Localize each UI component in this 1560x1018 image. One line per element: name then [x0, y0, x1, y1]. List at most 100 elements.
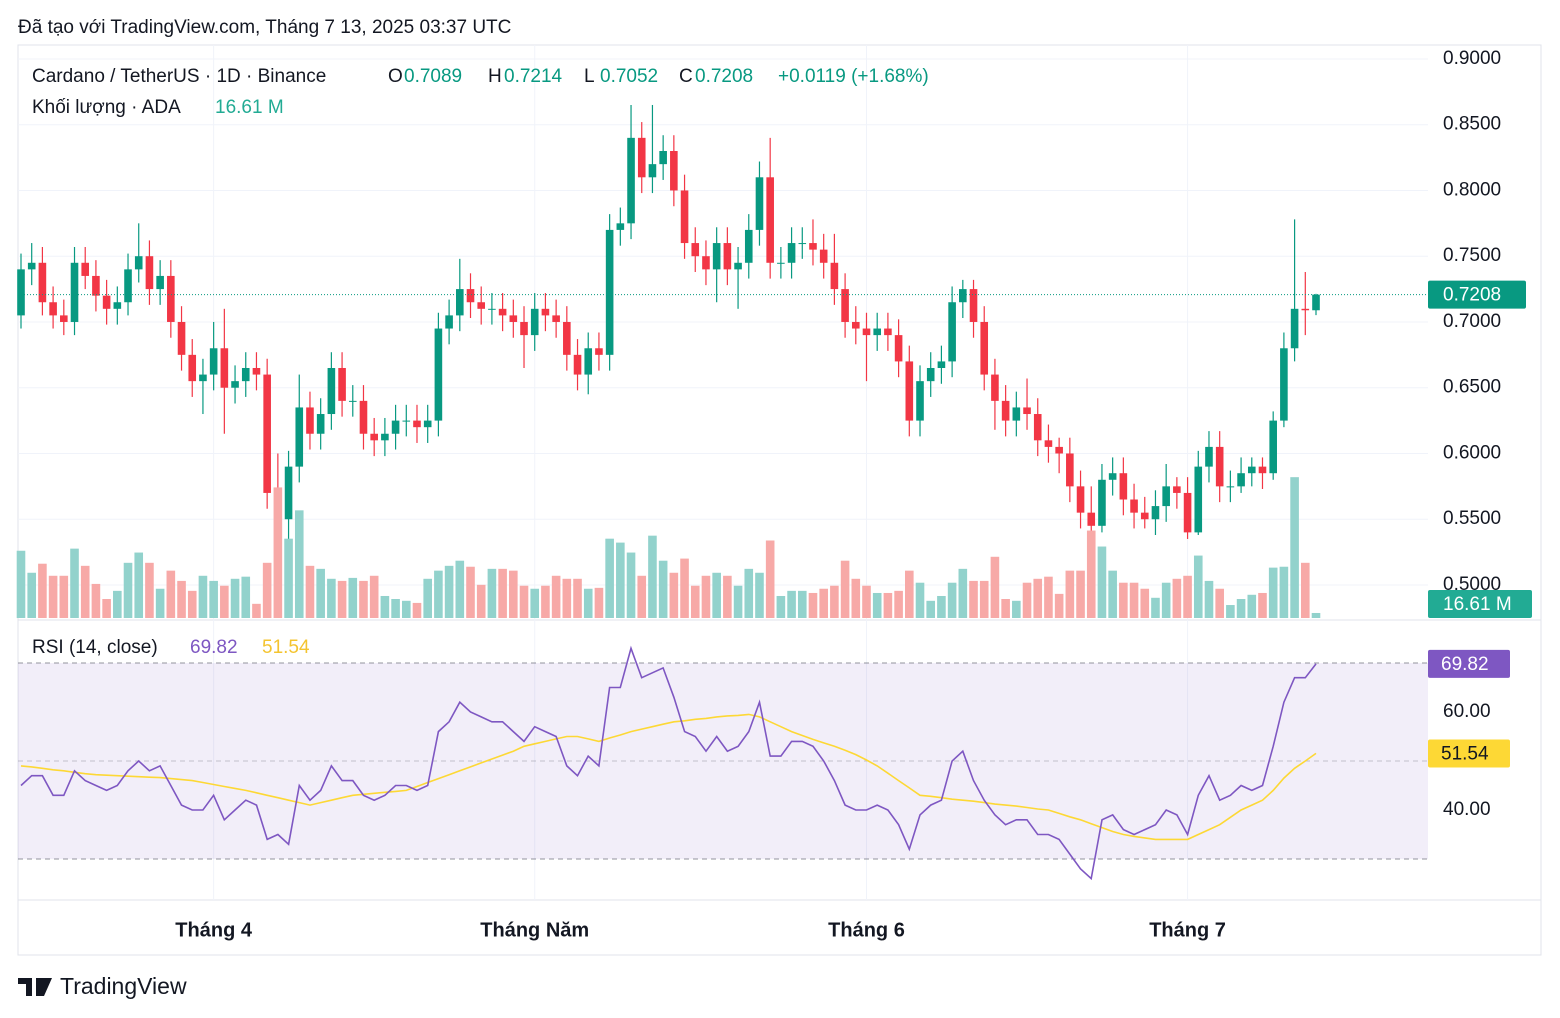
volume-bar: [744, 568, 754, 618]
volume-bar: [145, 562, 154, 618]
volume-bar: [252, 603, 261, 618]
volume-title: Khối lượng · ADA: [32, 97, 181, 118]
y-tick-label: 0.8000: [1443, 179, 1501, 200]
candle-body: [199, 374, 207, 382]
candle-body: [819, 249, 828, 263]
volume-bar: [113, 590, 122, 618]
volume-bar: [1172, 578, 1182, 618]
candle-body: [1044, 440, 1053, 447]
y-tick-label: 0.7500: [1443, 245, 1501, 266]
volume-bar: [605, 538, 614, 618]
volume-bar: [123, 562, 133, 618]
candle-body: [434, 328, 443, 421]
candle-body: [627, 137, 635, 224]
volume-bar: [1268, 567, 1278, 618]
candle-body: [787, 243, 796, 263]
volume-bar: [905, 570, 914, 618]
volume-bar: [316, 568, 325, 618]
chart-title: Cardano / TetherUS · 1D · Binance: [32, 66, 326, 87]
last-price-box: [1428, 280, 1526, 309]
volume-bar: [166, 570, 176, 618]
candle-body: [926, 367, 935, 382]
volume-bar: [509, 570, 518, 618]
volume-legend-value: 16.61 M: [215, 97, 284, 118]
candle-body: [49, 302, 57, 316]
frame: [17, 44, 1542, 956]
volume-bar: [220, 585, 229, 618]
candle-body: [113, 302, 122, 309]
candle-body: [702, 256, 710, 270]
volume-bar: [797, 590, 807, 618]
candle-body: [456, 289, 464, 316]
volume-bar: [369, 575, 379, 618]
candle-body: [391, 420, 400, 434]
candle-body: [1247, 466, 1256, 474]
volume-bar: [466, 566, 475, 618]
x-tick-label: Tháng Năm: [480, 919, 589, 941]
candle-body: [948, 302, 956, 362]
candle-body: [338, 367, 346, 401]
volume-bar: [712, 572, 721, 618]
candle-body: [723, 243, 732, 270]
volume-bar: [808, 592, 818, 618]
candle-body: [209, 348, 218, 375]
candle-body: [177, 321, 186, 355]
y-tick-label: 0.8500: [1443, 114, 1501, 135]
volume-bar: [680, 558, 689, 618]
volume-bar: [230, 578, 240, 618]
candle-body: [691, 243, 700, 257]
candle-body: [124, 269, 132, 303]
candle-body: [777, 262, 785, 264]
candle-body: [381, 433, 389, 441]
volume-bar: [80, 565, 90, 618]
candle-body: [423, 420, 432, 428]
candle-body: [1301, 308, 1310, 311]
volume-bar: [1033, 578, 1043, 618]
volume-bar: [155, 588, 165, 618]
y-tick-label: 0.6500: [1443, 377, 1501, 398]
volume-bar: [294, 510, 304, 618]
volume-bar: [1311, 612, 1321, 618]
volume-bars: [16, 477, 1321, 618]
candle-body: [295, 407, 304, 467]
volume-bar: [872, 592, 882, 618]
volume-bar: [830, 585, 839, 618]
volume-bar: [1204, 580, 1214, 618]
candle-body: [670, 150, 678, 191]
volume-bar: [648, 535, 657, 618]
volume-bar: [937, 595, 946, 618]
volume-bar: [894, 590, 903, 618]
volume-bar: [444, 565, 454, 618]
candle-body: [306, 407, 314, 434]
volume-bar: [1236, 599, 1246, 618]
candle-body: [1162, 486, 1170, 507]
volume-bar: [1108, 570, 1117, 618]
candle-body: [530, 308, 539, 336]
y-tick-label: 0.5000: [1443, 574, 1501, 595]
volume-bar: [1247, 594, 1257, 618]
candle-body: [348, 400, 357, 402]
candle-body: [413, 420, 421, 428]
price-change: +0.0119 (+1.68%): [778, 66, 929, 87]
volume-bar: [1001, 599, 1010, 618]
volume-bar: [70, 548, 79, 618]
candle-body: [38, 262, 47, 303]
candle-body: [359, 400, 368, 434]
logo: TradingView: [18, 973, 187, 999]
volume-label: 16.61 M: [1443, 594, 1512, 615]
volume-bar: [787, 590, 796, 618]
volume-bar: [915, 582, 925, 618]
candle-body: [102, 295, 111, 309]
candle-body: [1280, 348, 1288, 421]
volume-bar: [1065, 570, 1075, 618]
candle-body: [1033, 414, 1042, 441]
volume-bar: [273, 487, 283, 618]
candle-body: [145, 256, 154, 290]
volume-bar: [1290, 477, 1299, 618]
volume-bar: [1097, 546, 1107, 618]
volume-bar: [498, 568, 507, 618]
volume-bar: [637, 575, 647, 618]
candle-body: [220, 348, 229, 388]
